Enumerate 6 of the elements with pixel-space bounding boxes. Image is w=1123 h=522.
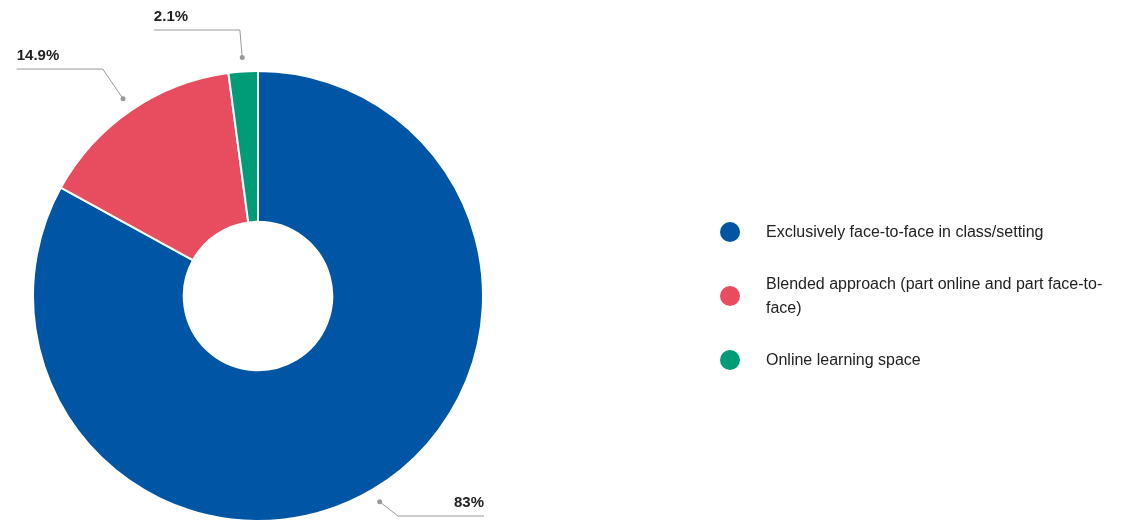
legend-label: Online learning space (766, 350, 921, 370)
data-label: 2.1% (153, 6, 189, 24)
data-label: 83% (453, 492, 484, 510)
data-label: 14.9% (16, 45, 60, 63)
legend-label: Exclusively face-to-face in class/setting (766, 222, 1044, 242)
legend-label: Blended approach (part online and part face-to-face) (766, 274, 1104, 318)
